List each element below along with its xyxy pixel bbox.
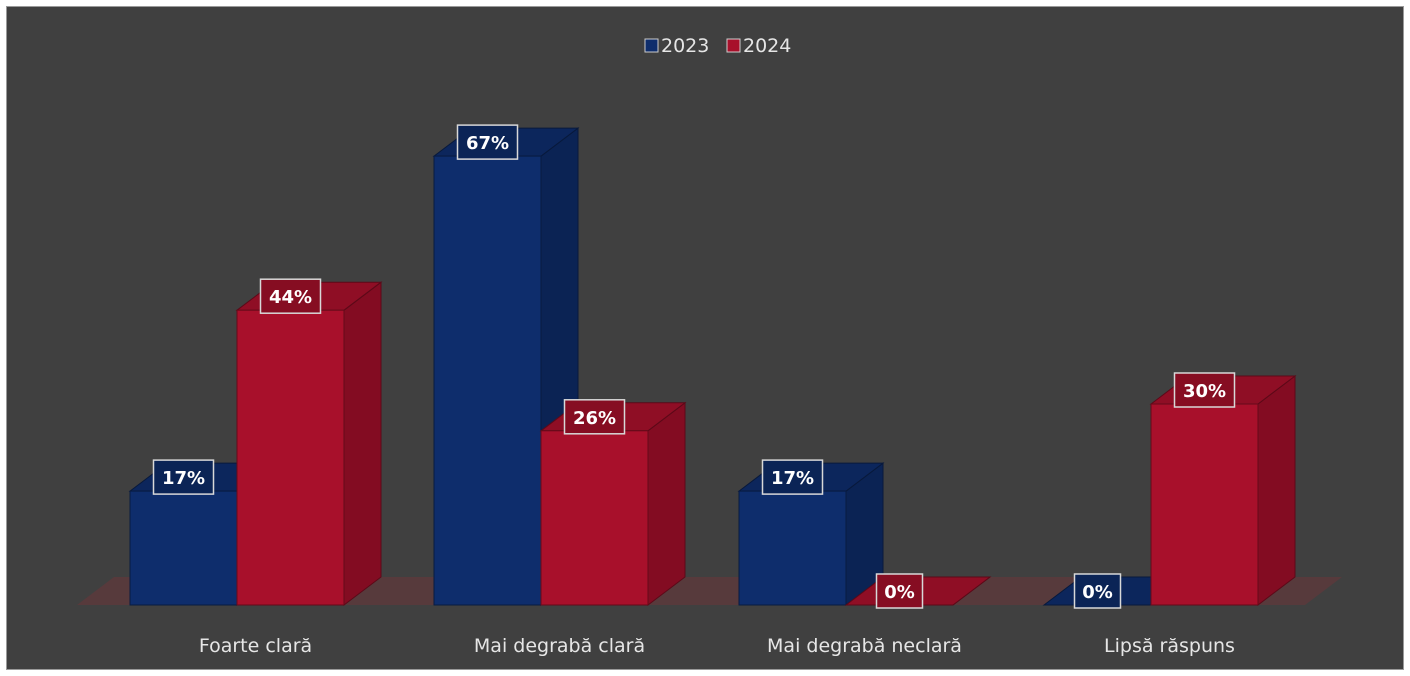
svg-text:67%: 67% bbox=[466, 133, 509, 154]
bar-2023-1 bbox=[432, 127, 580, 607]
legend-entry-2024: 2024 bbox=[726, 35, 791, 57]
chart-frame: 17% 44% 67% 26% 17% 0% 0% 30% Foarte clară Mai d… bbox=[6, 6, 1404, 670]
svg-text:17%: 17% bbox=[162, 468, 205, 489]
bar-chart: 17% 44% 67% 26% 17% 0% 0% 30% Foarte clară Mai d… bbox=[77, 35, 1342, 657]
category-label-2: Mai degrabă neclară bbox=[767, 635, 962, 657]
svg-text:26%: 26% bbox=[573, 408, 616, 429]
svg-text:30%: 30% bbox=[1183, 381, 1226, 402]
value-label-2024-3: 30% bbox=[1173, 372, 1236, 408]
svg-text:2023: 2023 bbox=[661, 35, 709, 57]
value-label-2024-0: 44% bbox=[259, 278, 322, 314]
svg-text:17%: 17% bbox=[771, 468, 814, 489]
svg-text:2024: 2024 bbox=[743, 35, 791, 57]
value-label-2023-2: 17% bbox=[761, 459, 824, 495]
category-label-1: Mai degrabă clară bbox=[474, 635, 645, 657]
chart-floor bbox=[77, 577, 1342, 605]
bar-2024-3 bbox=[1149, 374, 1297, 607]
category-label-0: Foarte clară bbox=[199, 635, 312, 657]
value-label-2023-3: 0% bbox=[1073, 573, 1122, 609]
svg-text:0%: 0% bbox=[884, 582, 915, 603]
svg-text:44%: 44% bbox=[269, 287, 312, 308]
bar-2024-0 bbox=[235, 281, 383, 607]
value-label-2024-1: 26% bbox=[563, 399, 626, 435]
svg-text:0%: 0% bbox=[1082, 582, 1113, 603]
category-label-3: Lipsă răspuns bbox=[1104, 635, 1235, 657]
value-label-2024-2: 0% bbox=[875, 573, 924, 609]
value-label-2023-1: 67% bbox=[456, 124, 519, 160]
legend-entry-2023: 2023 bbox=[644, 35, 709, 57]
value-label-2023-0: 17% bbox=[152, 459, 215, 495]
